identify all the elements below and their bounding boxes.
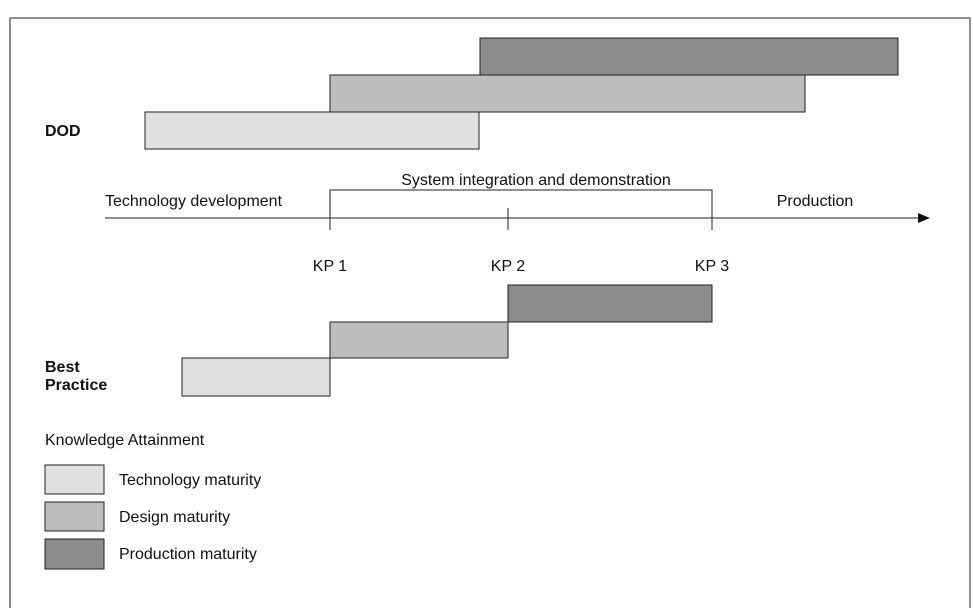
bp-label: Best xyxy=(45,359,80,376)
bracket xyxy=(329,189,713,230)
kp-label: KP 2 xyxy=(491,258,526,275)
frame xyxy=(9,17,971,608)
dod-label: DOD xyxy=(45,123,81,140)
legend-label: Technology maturity xyxy=(119,472,261,489)
bp-design-bar xyxy=(329,321,509,359)
kp-label: KP 3 xyxy=(695,258,730,275)
dod-design-bar xyxy=(329,74,806,113)
arrowhead xyxy=(918,213,930,223)
legend-swatch xyxy=(44,464,105,495)
legend-swatch xyxy=(44,501,105,532)
legend-swatch xyxy=(44,538,105,570)
dod-technology-bar xyxy=(144,111,480,150)
bp-technology-bar xyxy=(181,357,331,397)
phase-label: Technology development xyxy=(105,193,283,210)
legend-label: Design maturity xyxy=(119,509,230,526)
legend-label: Production maturity xyxy=(119,546,257,563)
bp-production-bar xyxy=(507,284,713,323)
legend-title: Knowledge Attainment xyxy=(45,432,205,449)
bp-label: Practice xyxy=(45,377,107,394)
phase-label: Production xyxy=(777,193,854,210)
dod-production-bar xyxy=(479,37,899,76)
phase-label: System integration and demonstration xyxy=(401,172,670,189)
kp-label: KP 1 xyxy=(313,258,348,275)
